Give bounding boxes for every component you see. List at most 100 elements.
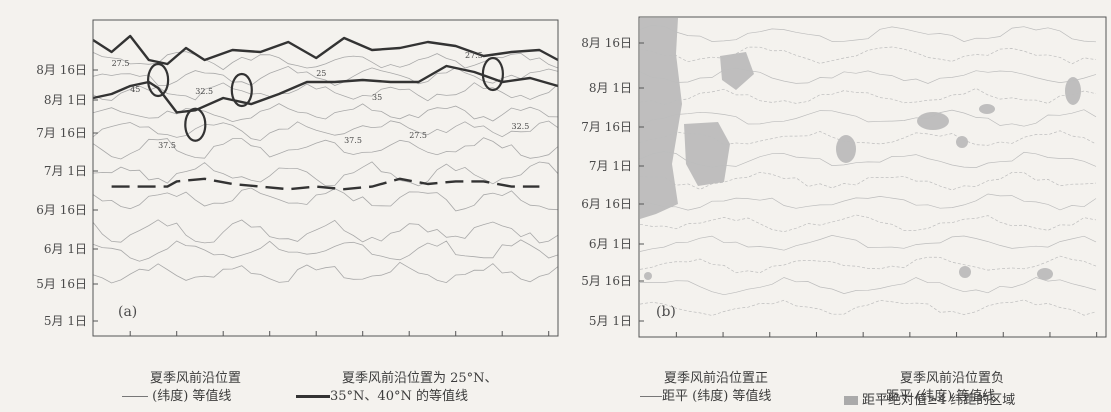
x-axis-ticks: 1955196019651970197519801985199019952000: [115, 331, 564, 360]
contour-label: 27.5: [465, 51, 483, 60]
anomaly-contour-line: [639, 171, 1097, 191]
plot-frame: [92, 19, 559, 337]
contour-labels: 27.5 32.5 37.5 27.5 32.5 45 25 35 27.5 37.5: [112, 51, 530, 150]
legend-swatch: [122, 396, 148, 397]
legend-swatch: [640, 396, 662, 397]
contour-chart-b: 8月 16日 8月 1日 7月 16日 7月 1日 6月 16日 6月 1日 5月 16日 5…: [581, 16, 1111, 361]
legend-text: 夏季风前沿位置为 25°N、: [342, 371, 498, 386]
thick-contour-35: [92, 64, 559, 114]
anomaly-contour-line: [639, 193, 1097, 211]
shaded-region: [959, 266, 971, 278]
shaded-region: [684, 122, 730, 186]
y-tick-label: 7月 16日: [36, 126, 87, 140]
legend-a-thin: 夏季风前沿位置 (纬度) 等值线: [122, 370, 241, 406]
thick-contour-loop: [230, 72, 253, 108]
legend-b-pos: 夏季风前沿位置正 距平 (纬度) 等值线: [640, 370, 771, 406]
chart-panel-a: 27.5 32.5 37.5 27.5 32.5 45 25 35 27.5 37.5 8月 16…: [0, 14, 564, 360]
legend-text: 距平 (纬度) 等值线: [662, 389, 772, 404]
contour-label: 35: [372, 93, 382, 102]
shaded-region: [917, 112, 949, 130]
y-tick-label: 7月 16日: [581, 120, 632, 134]
contour-label: 27.5: [112, 59, 130, 68]
thin-contour-line: [92, 120, 559, 141]
legend-b-shade: 距平绝对值≥4 纬距的区域: [844, 392, 1015, 410]
thin-contours: [92, 51, 559, 284]
anomaly-contour-line: [639, 130, 1097, 146]
y-tick-label: 5月 1日: [589, 314, 632, 328]
thick-contour-loop: [481, 56, 504, 92]
legend-text: 夏季风前沿位置: [150, 371, 242, 386]
y-tick-label: 7月 1日: [589, 159, 632, 173]
contour-label: 45: [130, 85, 140, 94]
anomaly-contour-line: [639, 235, 1097, 252]
shaded-region: [956, 136, 968, 148]
anomaly-contour-line: [639, 277, 1097, 296]
legend-swatch: [844, 396, 858, 405]
thick-contours: [92, 34, 559, 191]
thin-contour-line: [92, 82, 559, 102]
y-tick-label: 8月 16日: [581, 36, 632, 50]
shaded-region: [1065, 77, 1081, 105]
y-tick-label: 8月 1日: [589, 81, 632, 95]
thin-contour-line: [92, 187, 559, 212]
y-tick-label: 7月 1日: [44, 164, 87, 178]
anomaly-contours: [639, 25, 1097, 316]
thin-contour-line: [92, 261, 559, 284]
shaded-region: [644, 272, 652, 280]
thin-contour-line: [92, 137, 559, 160]
shaded-region: [1037, 268, 1053, 280]
legend-text: (纬度) 等值线: [152, 389, 232, 404]
thin-contour-line: [92, 65, 559, 86]
thin-contour-line: [92, 161, 559, 187]
thick-contour-loop: [184, 107, 207, 142]
thick-contour-25: [111, 177, 540, 191]
contour-label: 37.5: [158, 141, 176, 150]
x-axis-ticks: 1955196019651970197519801985199019952000: [661, 332, 1111, 361]
anomaly-contour-line: [639, 109, 1097, 127]
anomaly-contour-line: [639, 151, 1097, 168]
y-tick-label: 5月 1日: [44, 314, 87, 328]
anomaly-contour-line: [639, 299, 1097, 316]
thin-contour-line: [92, 219, 559, 244]
anomaly-contour-line: [639, 67, 1097, 84]
anomaly-contour-line: [639, 46, 1097, 65]
plot-frame: [638, 16, 1107, 338]
contour-label: 27.5: [409, 131, 427, 140]
y-tick-label: 8月 1日: [44, 93, 87, 107]
y-tick-label: 8月 16日: [36, 63, 87, 77]
y-tick-label: 5月 16日: [36, 277, 87, 291]
legend-text: 距平 (纬度) 等值线: [886, 389, 996, 404]
contour-label: 37.5: [344, 136, 362, 145]
contour-label: 32.5: [195, 87, 213, 96]
thick-contour-loop: [147, 62, 170, 98]
contour-label: 32.5: [512, 122, 530, 131]
legend-text: 夏季风前沿位置正: [664, 371, 769, 386]
y-tick-label: 6月 1日: [589, 237, 632, 251]
thin-contour-line: [92, 239, 559, 262]
legend-b-neg: 夏季风前沿位置负 距平 (纬度) 等值线: [878, 370, 1004, 406]
anomaly-contour-line: [639, 88, 1097, 106]
anomaly-contour-line: [639, 214, 1097, 233]
legend-text: 夏季风前沿位置负: [900, 371, 1005, 386]
shaded-region: [979, 104, 995, 114]
panel-label: (b): [656, 304, 676, 320]
y-tick-label: 6月 16日: [581, 197, 632, 211]
y-tick-label: 6月 16日: [36, 203, 87, 217]
thin-contour-line: [92, 51, 559, 71]
anomaly-contour-line: [639, 255, 1097, 274]
contour-label: 25: [316, 69, 326, 78]
legend-swatch: [296, 395, 330, 398]
shaded-region: [720, 52, 754, 90]
y-tick-label: 5月 16日: [581, 274, 632, 288]
legend-a-thick: 夏季风前沿位置为 25°N、 35°N、40°N 的等值线: [296, 370, 498, 406]
thin-contour-line: [92, 103, 559, 123]
shaded-regions: [640, 18, 1081, 280]
contour-chart-a: 27.5 32.5 37.5 27.5 32.5 45 25 35 27.5 37.5 8月 16…: [36, 19, 564, 360]
y-axis-ticks: 8月 16日 8月 1日 7月 16日 7月 1日 6月 16日 6月 1日 5月 16日 5…: [36, 63, 98, 328]
anomaly-contour-line: [639, 25, 1097, 43]
legend-text: 35°N、40°N 的等值线: [330, 389, 468, 404]
panel-label: (a): [118, 304, 137, 320]
y-axis-ticks: 8月 16日 8月 1日 7月 16日 7月 1日 6月 16日 6月 1日 5月 16日 5…: [581, 36, 644, 328]
shaded-region: [836, 135, 856, 163]
legend-swatch: [878, 396, 886, 397]
